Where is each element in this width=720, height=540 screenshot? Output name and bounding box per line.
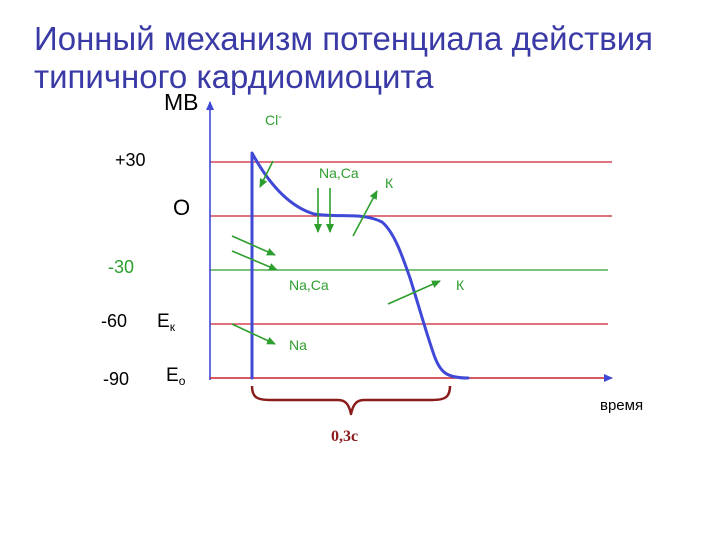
- k-right-arrow: [387, 280, 441, 305]
- ion-cl-sup: -: [278, 111, 282, 123]
- ion-cl-text: Cl: [265, 112, 278, 128]
- slide-title: Ионный механизм потенциала действия типи…: [34, 20, 653, 96]
- eo-subscript: о: [179, 374, 186, 388]
- ek-subscript: к: [170, 320, 176, 334]
- level-label-zero: О: [173, 195, 190, 220]
- ion-label-naca-top: Na,Ca: [319, 165, 359, 181]
- ion-label-k-right: К: [456, 277, 465, 293]
- level-label-minus90: -90: [103, 369, 129, 389]
- eo-main: E: [166, 365, 179, 386]
- ek-label: Eк: [157, 311, 176, 334]
- na-low-arrow: [231, 323, 276, 345]
- ion-label-naca-mid: Na,Ca: [289, 277, 329, 293]
- k-top-arrow: [352, 190, 378, 237]
- level-label-minus30: -30: [108, 257, 134, 277]
- y-unit-label: МВ: [164, 89, 199, 115]
- ion-label-cl: Cl-: [265, 111, 282, 128]
- title-line-1: Ионный механизм потенциала действия: [34, 20, 654, 57]
- x-axis-label: время: [600, 397, 643, 414]
- cl-arrow: [259, 160, 274, 188]
- ek-main: E: [157, 311, 170, 332]
- level-label-plus30: +30: [115, 150, 146, 170]
- ion-label-na-low: Na: [289, 337, 307, 353]
- duration-label: 0,3с: [331, 428, 358, 445]
- title-line-2: типичного кардиомиоцита: [34, 58, 434, 95]
- action-potential-curve: [250, 151, 470, 380]
- eo-label: Eо: [166, 365, 186, 388]
- naca-mid-arrow-1: [231, 235, 276, 256]
- duration-brace: [250, 385, 452, 416]
- level-label-minus60: -60: [101, 311, 127, 331]
- naca-mid-arrow-2: [231, 250, 278, 271]
- ion-label-k-top: К: [385, 175, 394, 191]
